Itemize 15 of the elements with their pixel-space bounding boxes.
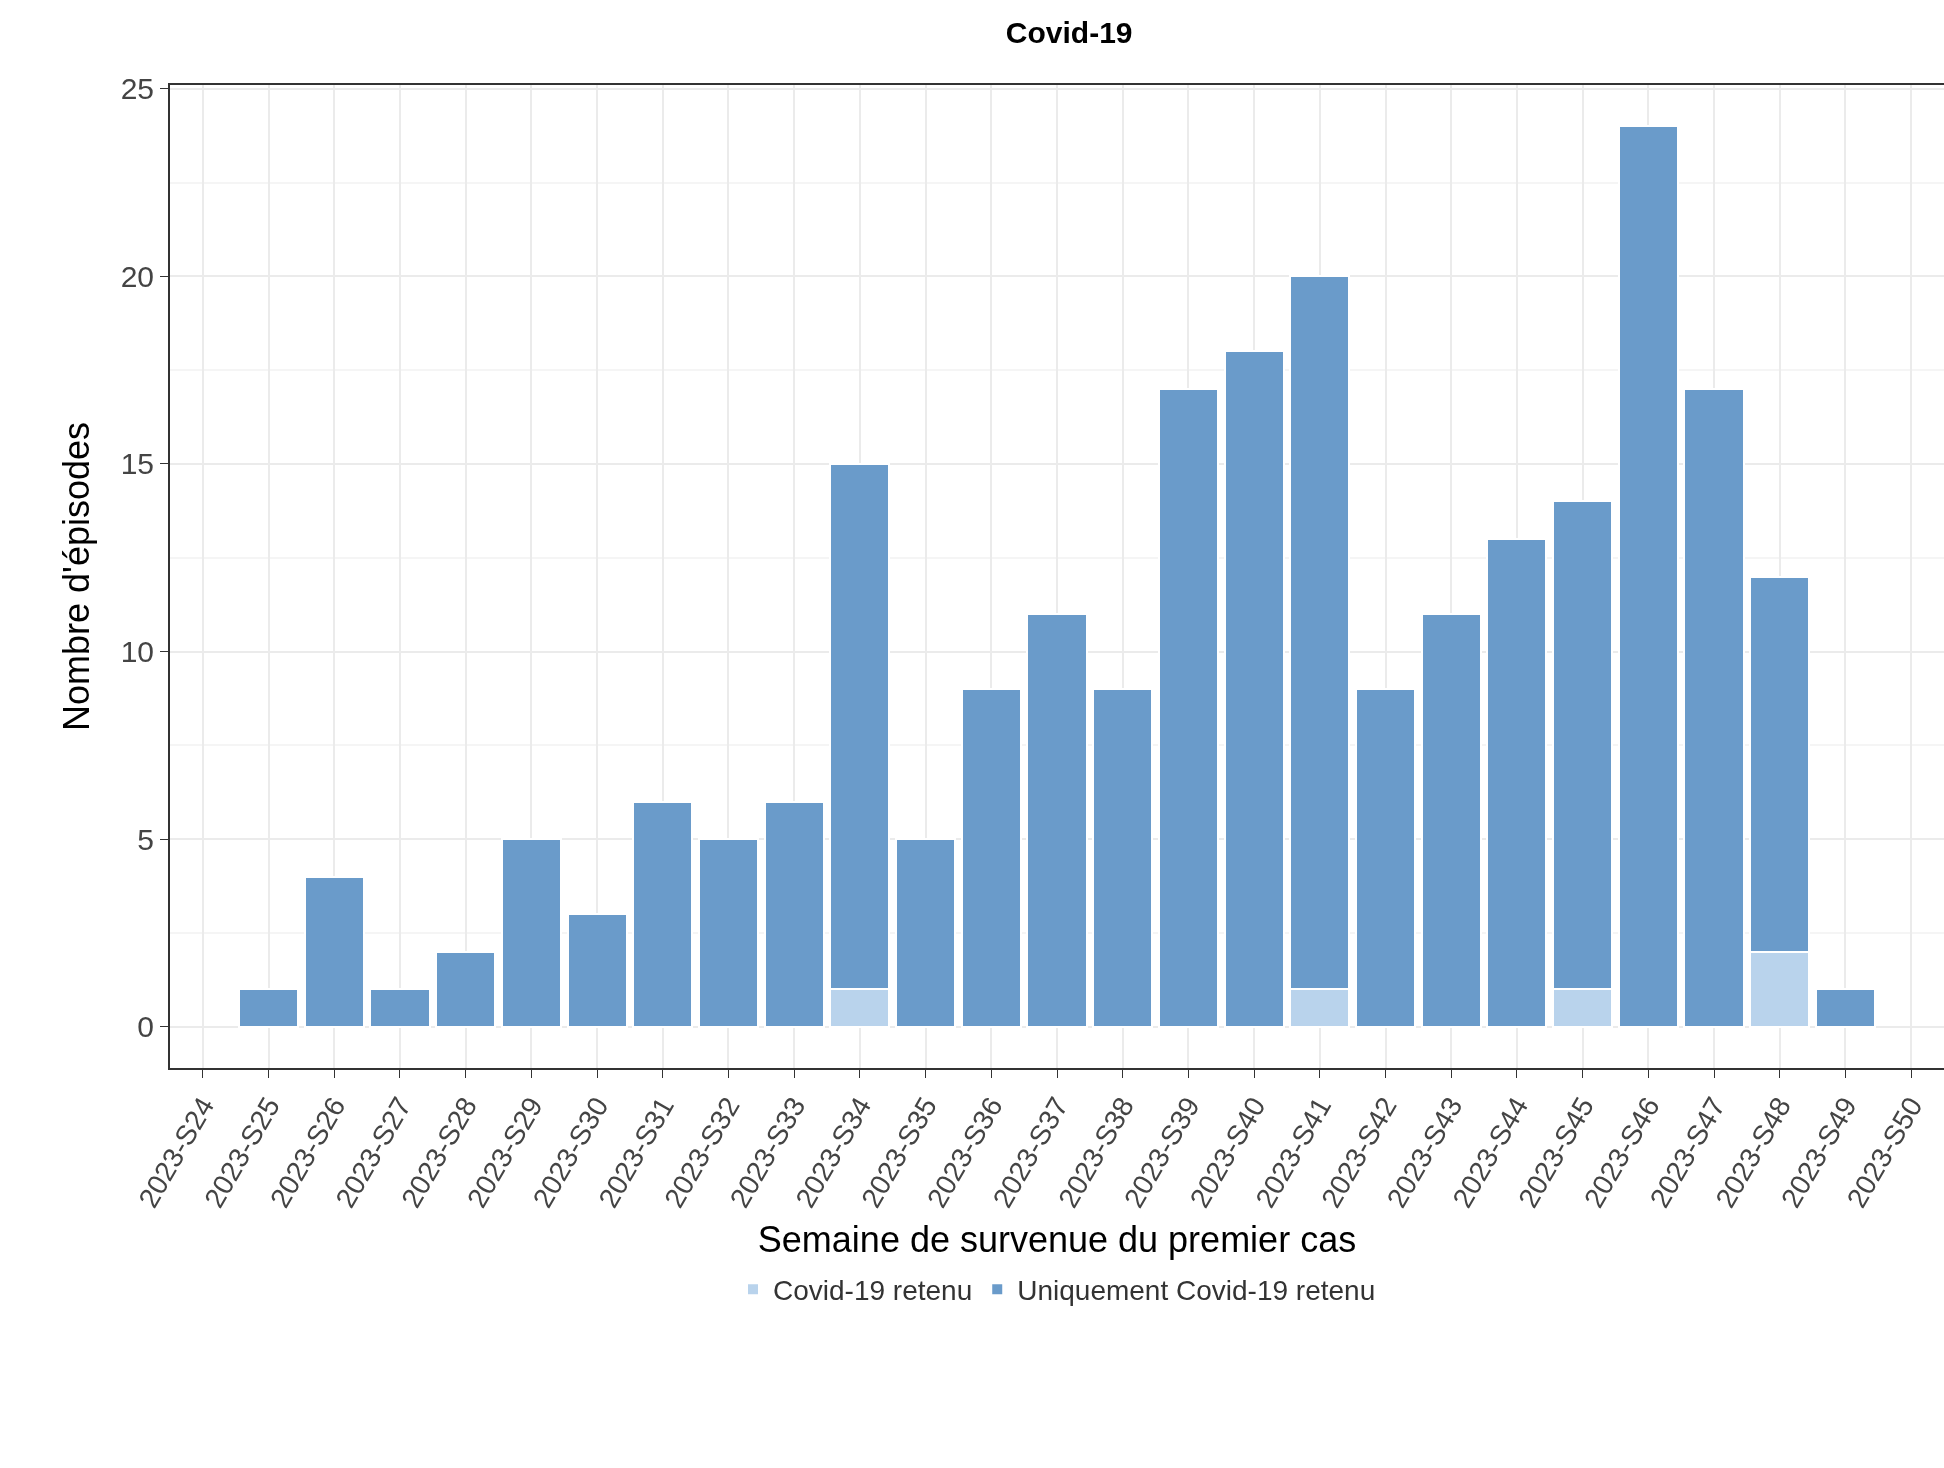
y-tick-label: 15 [120,447,154,481]
bar [369,988,431,1028]
bar [435,950,497,1028]
y-tick-label: 20 [120,259,154,293]
y-tick-label: 5 [137,822,154,856]
bar [1814,988,1877,1028]
y-tick-label: 10 [120,635,154,669]
legend-label: Uniquement Covid-19 retenu [1017,1275,1376,1307]
chart-title: Covid-19 [1005,16,1133,50]
x-axis-title: Semaine de survenue du premier cas [757,1218,1357,1260]
bar [237,988,300,1028]
y-tick-label: 25 [120,72,154,106]
legend-label: Covid-19 retenu [773,1275,973,1307]
y-axis-title: Nombre d'épisodes [56,421,98,732]
y-tick-label: 0 [137,1010,154,1044]
